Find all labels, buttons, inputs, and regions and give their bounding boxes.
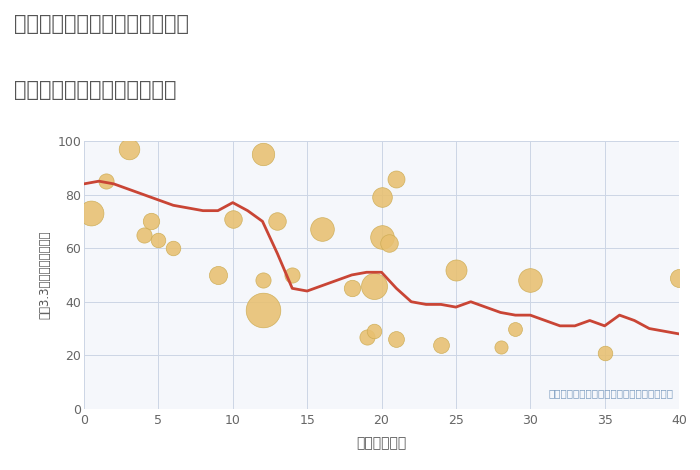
Point: [138, 231, 149, 239]
Point: [673, 274, 685, 282]
Point: [391, 336, 402, 343]
X-axis label: 築年数（年）: 築年数（年）: [356, 436, 407, 450]
Point: [272, 218, 283, 225]
Point: [287, 271, 298, 279]
Point: [257, 150, 268, 158]
Point: [510, 325, 521, 332]
Point: [525, 276, 536, 284]
Point: [316, 226, 328, 233]
Text: 福岡県北九州市八幡東区豊町の: 福岡県北九州市八幡東区豊町の: [14, 14, 189, 34]
Point: [123, 145, 134, 153]
Point: [86, 210, 97, 217]
Point: [391, 175, 402, 182]
Y-axis label: 坪（3.3㎡）単価（万円）: 坪（3.3㎡）単価（万円）: [38, 231, 52, 319]
Point: [212, 271, 223, 279]
Point: [384, 239, 395, 247]
Point: [361, 333, 372, 340]
Point: [376, 194, 387, 201]
Point: [101, 177, 112, 185]
Point: [376, 234, 387, 241]
Point: [450, 266, 461, 274]
Point: [227, 215, 238, 222]
Point: [368, 328, 379, 335]
Point: [368, 282, 379, 290]
Point: [346, 284, 357, 292]
Point: [168, 244, 179, 252]
Text: 円の大きさは、取引のあった物件面積を示す: 円の大きさは、取引のあった物件面積を示す: [548, 388, 673, 398]
Text: 築年数別中古マンション価格: 築年数別中古マンション価格: [14, 80, 176, 100]
Point: [257, 276, 268, 284]
Point: [495, 344, 506, 351]
Point: [153, 236, 164, 244]
Point: [257, 306, 268, 313]
Point: [435, 341, 447, 348]
Point: [146, 218, 157, 225]
Point: [599, 349, 610, 356]
